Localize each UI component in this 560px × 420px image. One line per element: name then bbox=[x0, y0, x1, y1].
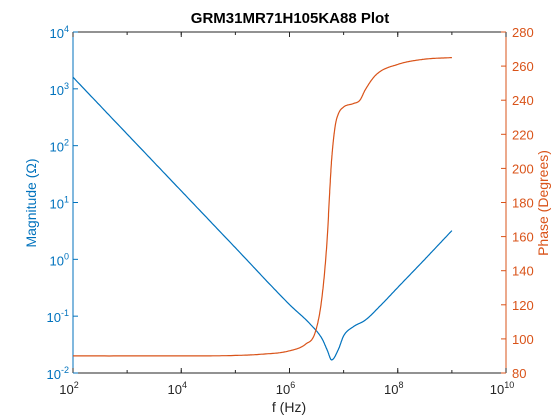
plot-area bbox=[73, 32, 506, 373]
x-tick-label: 104 bbox=[168, 380, 187, 397]
y-right-tick-label: 220 bbox=[512, 127, 534, 142]
phase-line bbox=[73, 56, 452, 357]
y-right-tick-label: 100 bbox=[512, 332, 534, 347]
x-tick-label: 102 bbox=[59, 380, 78, 397]
y-right-tick-label: 160 bbox=[512, 230, 534, 245]
y-left-tick-label: 10-2 bbox=[47, 365, 69, 382]
y-axis-label-right: Phase (Degrees) bbox=[535, 150, 551, 256]
tick-labels: 102 104 106 108 1010 10-2 10-1 100 101 102 103 104 8… bbox=[47, 24, 534, 397]
y-right-tick-label: 120 bbox=[512, 298, 534, 313]
y-left-tick-label: 103 bbox=[50, 81, 69, 98]
magnitude-line bbox=[72, 76, 453, 361]
chart-title: GRM31MR71H105KA88 Plot bbox=[191, 10, 389, 27]
series-lines bbox=[72, 56, 453, 361]
x-axis-label: f (Hz) bbox=[272, 399, 306, 415]
y-axis-label-left: Magnitude (Ω) bbox=[23, 158, 39, 247]
y-left-tick-label: 100 bbox=[50, 251, 69, 268]
y-right-tick-label: 80 bbox=[512, 366, 526, 381]
axes bbox=[72, 31, 507, 374]
y-left-tick-label: 10-1 bbox=[47, 308, 69, 325]
x-tick-label: 1010 bbox=[490, 380, 514, 397]
y-right-tick-label: 200 bbox=[512, 161, 534, 176]
y-left-tick-label: 102 bbox=[50, 138, 69, 155]
y-left-tick-label: 104 bbox=[50, 24, 69, 41]
y-right-tick-label: 280 bbox=[512, 25, 534, 40]
y-right-tick-label: 180 bbox=[512, 196, 534, 211]
x-tick-label: 108 bbox=[384, 380, 403, 397]
y-left-tick-label: 101 bbox=[50, 195, 69, 212]
x-tick-label: 106 bbox=[276, 380, 295, 397]
y-right-tick-label: 140 bbox=[512, 264, 534, 279]
y-right-tick-label: 240 bbox=[512, 93, 534, 108]
y-right-tick-label: 260 bbox=[512, 59, 534, 74]
